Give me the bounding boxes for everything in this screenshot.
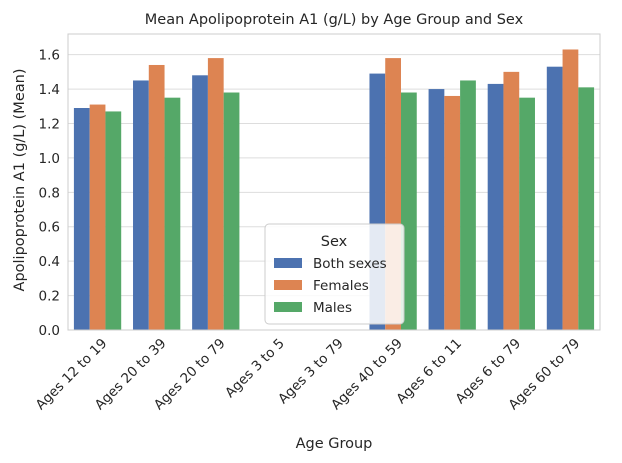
- y-tick-label: 0.0: [39, 323, 60, 339]
- y-tick-label: 1.4: [39, 82, 60, 98]
- legend: Sex Both sexes Females Males: [264, 223, 405, 325]
- bar: [400, 92, 417, 330]
- y-ticks: 0.0 0.2 0.4 0.6 0.8 1.0 1.2 1.4 1.6: [39, 48, 60, 339]
- plot-frame: [67, 33, 601, 331]
- y-tick-label: 0.4: [39, 254, 60, 270]
- y-tick-label: 1.2: [39, 116, 60, 132]
- legend-entry: Females: [313, 278, 369, 294]
- x-axis-label: Age Group: [296, 436, 373, 452]
- bar: [428, 89, 445, 331]
- bars: [73, 49, 595, 331]
- legend-entry: Both sexes: [313, 256, 387, 272]
- bar: [578, 87, 595, 330]
- bar: [148, 64, 165, 330]
- y-tick-label: 0.6: [39, 220, 60, 236]
- chart-title: Mean Apolipoprotein A1 (g/L) by Age Grou…: [145, 12, 524, 28]
- bar: [73, 108, 90, 330]
- bar: [133, 80, 149, 330]
- bar: [192, 75, 208, 330]
- x-tick-label: Ages 3 to 5: [222, 336, 288, 402]
- bar: [460, 80, 476, 330]
- bar: [89, 104, 106, 330]
- bar: [207, 58, 224, 331]
- legend-box: [264, 223, 405, 325]
- bar: [546, 66, 563, 330]
- y-tick-label: 0.2: [39, 289, 60, 305]
- legend-swatch: [274, 258, 302, 268]
- legend-title: Sex: [321, 234, 348, 250]
- legend-entry: Males: [313, 300, 352, 316]
- y-tick-label: 1.6: [39, 48, 60, 64]
- y-axis-label: Apolipoprotein A1 (g/L) (Mean): [12, 69, 28, 292]
- bar: [223, 92, 240, 330]
- bar: [105, 111, 122, 330]
- bar: [519, 97, 535, 331]
- bar: [487, 83, 504, 330]
- y-tick-label: 1.0: [39, 151, 60, 167]
- legend-swatch: [274, 280, 302, 290]
- y-tick-label: 0.8: [39, 185, 60, 201]
- legend-swatch: [274, 302, 302, 312]
- bar: [164, 97, 181, 331]
- bar: [503, 71, 520, 330]
- bar: [444, 95, 461, 330]
- bar: [562, 49, 579, 330]
